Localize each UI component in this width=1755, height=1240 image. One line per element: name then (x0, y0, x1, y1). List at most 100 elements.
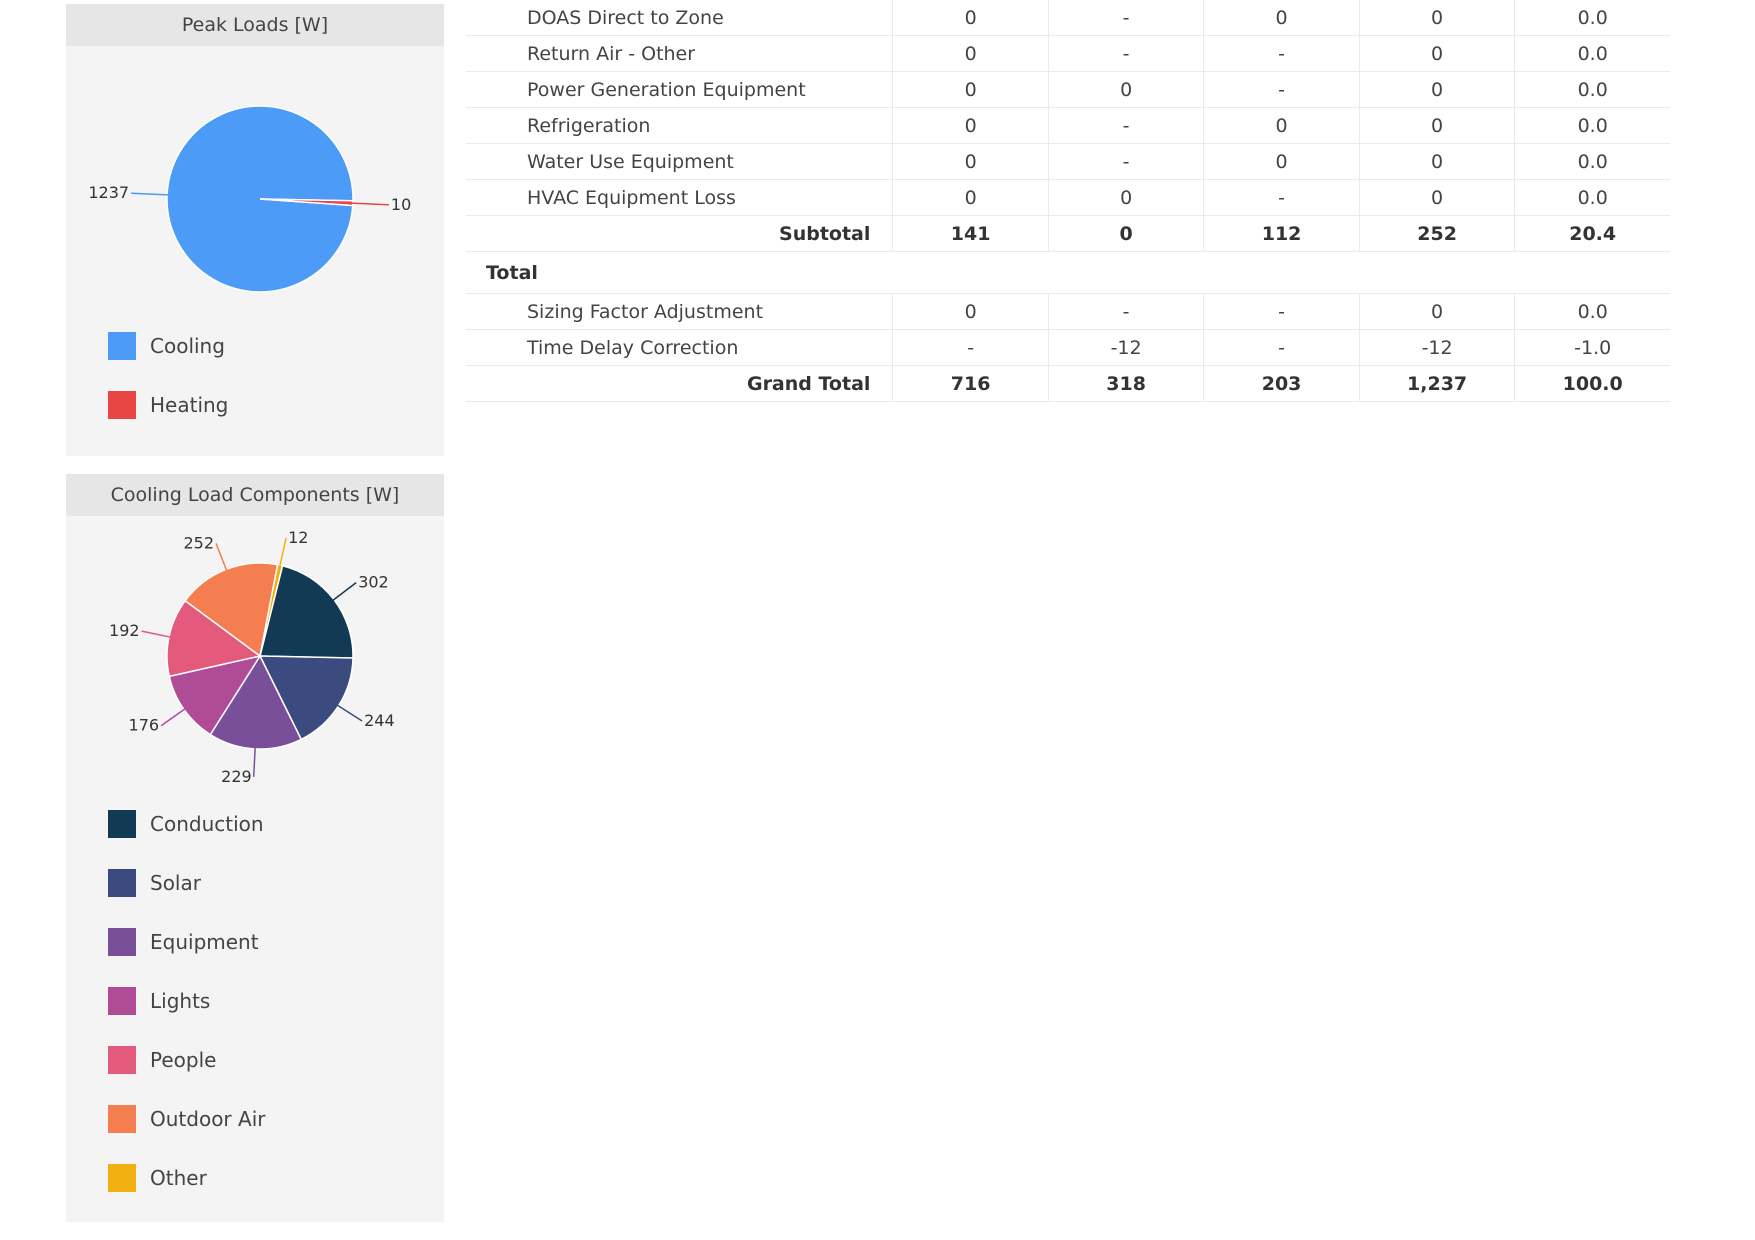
leader-line (160, 706, 188, 727)
legend-item-other: Other (108, 1164, 207, 1192)
row-label: Total (466, 251, 1670, 294)
legend-item-outdoor-air: Outdoor Air (108, 1105, 265, 1133)
cooling-components-title: Cooling Load Components [W] (66, 474, 444, 516)
legend-swatch (108, 869, 136, 897)
table-cell: 0 (1358, 179, 1515, 216)
data-label: 229 (221, 767, 252, 786)
table-cell: 0.0 (1514, 143, 1670, 180)
table-cell: 0 (1358, 0, 1515, 36)
table-cell: - (1047, 107, 1204, 144)
table-cell: 0 (892, 0, 1049, 36)
table-cell: - (1203, 179, 1360, 216)
table-cell: 0 (1047, 179, 1204, 216)
table-cell: - (1203, 71, 1360, 108)
table-cell: 252 (1358, 215, 1515, 252)
legend-label: Other (150, 1166, 207, 1190)
table-cell: 0 (892, 107, 1049, 144)
legend-item-heating: Heating (108, 391, 228, 419)
row-label: Return Air - Other (466, 35, 893, 72)
legend-swatch (108, 1105, 136, 1133)
data-label: 244 (364, 711, 395, 730)
subtotal-row: Grand Total 716 318 203 1,237 100.0 (466, 365, 1670, 402)
leader-line (348, 202, 389, 206)
row-label: HVAC Equipment Loss (466, 179, 893, 216)
table-cell: 0.0 (1514, 71, 1670, 108)
row-label: Subtotal (466, 215, 893, 252)
legend-swatch (108, 928, 136, 956)
table-cell: - (1203, 329, 1360, 366)
row-label: Water Use Equipment (466, 143, 893, 180)
table-cell: 0.0 (1514, 107, 1670, 144)
leader-line (215, 543, 229, 574)
table-cell: 0.0 (1514, 293, 1670, 330)
leader-line (252, 744, 257, 777)
table-cell: - (892, 329, 1049, 366)
row-label: Grand Total (466, 365, 893, 402)
data-label: 252 (183, 533, 214, 552)
legend-item-solar: Solar (108, 869, 201, 897)
data-label: 192 (109, 621, 140, 640)
table-cell: 0 (1358, 71, 1515, 108)
legend-swatch (108, 1046, 136, 1074)
data-label: 10 (391, 195, 411, 214)
legend-item-lights: Lights (108, 987, 210, 1015)
table-cell: 0 (1358, 143, 1515, 180)
table-cell: -12 (1358, 329, 1515, 366)
peak-loads-panel: Peak Loads [W] 1237 10 Cooling Heating (66, 4, 444, 456)
cooling-components-pie-chart: 302 244 229 176 192 252 12 (109, 528, 395, 786)
table-cell: - (1047, 143, 1204, 180)
table-cell: 0 (1358, 293, 1515, 330)
table-cell: 20.4 (1514, 215, 1670, 252)
data-label: 1237 (88, 183, 129, 202)
table-row: Sizing Factor Adjustment 0- -0 0.0 (466, 293, 1670, 330)
table-cell: - (1047, 293, 1204, 330)
table-row: Time Delay Correction - -12- -12 -1.0 (466, 329, 1670, 366)
legend-item-people: People (108, 1046, 216, 1074)
table-cell: 0 (892, 179, 1049, 216)
table-cell: 0 (1047, 71, 1204, 108)
table-cell: 141 (892, 215, 1049, 252)
table-cell: - (1047, 0, 1204, 36)
load-components-table: DOAS Direct to Zone 0-0 0 0.0 Return Air - O… (466, 0, 1670, 402)
legend-label: Lights (150, 989, 211, 1013)
table-row: Water Use Equipment 0-0 0 0.0 (466, 143, 1670, 180)
legend-label: Conduction (150, 812, 264, 836)
table-cell: - (1203, 293, 1360, 330)
subtotal-row: Subtotal 141 0 112 252 20.4 (466, 215, 1670, 252)
table-cell: 0 (892, 35, 1049, 72)
table-cell: - (1203, 35, 1360, 72)
peak-loads-title: Peak Loads [W] (66, 4, 444, 46)
row-label: Power Generation Equipment (466, 71, 893, 108)
leader-line (330, 582, 357, 603)
legend-label: Cooling (150, 334, 225, 358)
section-row: Total (466, 251, 1670, 294)
table-cell: 112 (1203, 215, 1360, 252)
table-cell: 1,237 (1358, 365, 1515, 402)
legend-swatch (108, 987, 136, 1015)
row-label: Refrigeration (466, 107, 893, 144)
table-cell: 0 (1203, 107, 1360, 144)
row-label: Time Delay Correction (466, 329, 893, 366)
legend-swatch (108, 332, 136, 360)
row-label: DOAS Direct to Zone (466, 0, 893, 36)
data-label: 176 (129, 716, 160, 735)
table-cell: 0 (892, 293, 1049, 330)
legend-item-equipment: Equipment (108, 928, 259, 956)
table-cell: 0 (1203, 0, 1360, 36)
legend-label: Outdoor Air (150, 1107, 266, 1131)
table-row: Power Generation Equipment 0 0-0 0.0 (466, 71, 1670, 108)
table-cell: 716 (892, 365, 1049, 402)
table-cell: 0 (1047, 215, 1204, 252)
table-cell: 0 (1203, 143, 1360, 180)
table-cell: 0.0 (1514, 179, 1670, 216)
table-cell: 100.0 (1514, 365, 1670, 402)
table-cell: 203 (1203, 365, 1360, 402)
table-row: Return Air - Other 0- -0 0.0 (466, 35, 1670, 72)
table-cell: -12 (1047, 329, 1204, 366)
table-row: DOAS Direct to Zone 0-0 0 0.0 (466, 0, 1670, 36)
leader-line (131, 192, 172, 196)
leader-line (141, 630, 174, 639)
legend-swatch (108, 1164, 136, 1192)
row-label: Sizing Factor Adjustment (466, 293, 893, 330)
table-cell: 0 (1358, 35, 1515, 72)
